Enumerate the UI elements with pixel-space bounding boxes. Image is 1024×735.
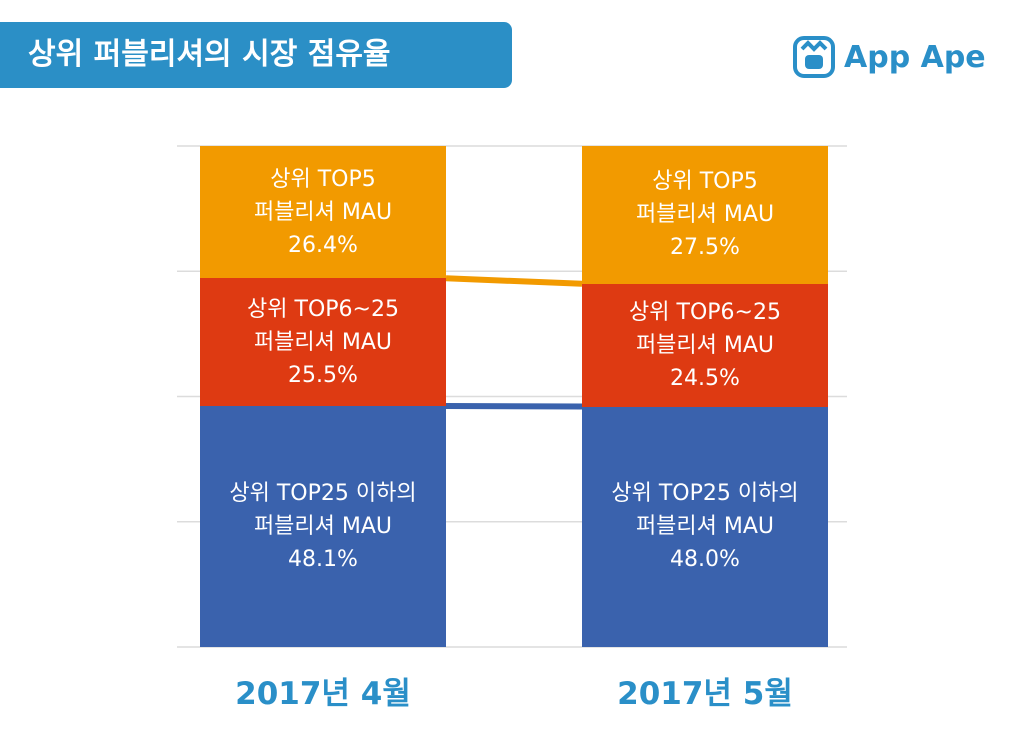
segment-name: 상위 TOP25 이하의 퍼블리셔 MAU <box>611 481 799 540</box>
value-label: 27.5% <box>670 235 740 261</box>
logo: App Ape <box>792 32 986 82</box>
logo-text: App Ape <box>844 39 986 75</box>
bar-segment: 상위 TOP5 퍼블리셔 MAU 26.4% <box>200 146 446 279</box>
value-label: 25.5% <box>288 362 358 388</box>
value-label: 48.0% <box>670 547 740 573</box>
bar-segment: 상위 TOP5 퍼블리셔 MAU 27.5% <box>582 146 828 284</box>
x-tick-label: 2017년 5월 <box>617 676 793 712</box>
segment-name: 상위 TOP5 퍼블리셔 MAU <box>635 169 775 228</box>
value-label: 26.4% <box>288 232 358 258</box>
bar-segment: 상위 TOP6~25 퍼블리셔 MAU 24.5% <box>582 283 828 407</box>
segment-name: 상위 TOP25 이하의 퍼블리셔 MAU <box>229 481 417 539</box>
title: 상위 퍼블리셔의 시장 점유율 <box>28 37 391 72</box>
series-connector <box>445 403 583 410</box>
segment-name: 상위 TOP6~25 퍼블리셔 MAU <box>629 299 781 358</box>
value-label: 48.1% <box>288 547 358 572</box>
bar-segment: 상위 TOP25 이하의 퍼블리셔 MAU 48.1% <box>200 406 446 647</box>
x-tick-label: 2017년 4월 <box>235 676 411 712</box>
bar-segment: 상위 TOP25 이하의 퍼블리셔 MAU 48.0% <box>582 406 828 647</box>
value-label: 24.5% <box>670 365 740 391</box>
logo-icon <box>793 36 835 78</box>
bar-segment: 상위 TOP6~25 퍼블리셔 MAU 25.5% <box>200 278 446 406</box>
series-connector <box>445 275 583 287</box>
title-banner: 상위 퍼블리셔의 시장 점유율 <box>0 22 512 88</box>
segment-name: 상위 TOP5 퍼블리셔 MAU <box>253 166 393 225</box>
segment-name: 상위 TOP6~25 퍼블리셔 MAU <box>247 296 399 355</box>
